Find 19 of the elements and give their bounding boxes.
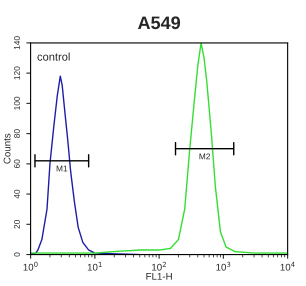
y-tick-label: 120 xyxy=(14,66,20,80)
y-tick-label: 0 xyxy=(14,252,20,257)
y-tick-label: 20 xyxy=(14,220,20,229)
y-tick-label: 140 xyxy=(14,36,20,50)
x-tick-label: 10$^{0}$ xyxy=(24,262,38,271)
x-tick-label: 10$^{2}$ xyxy=(152,262,166,271)
x-tick-label: 10$^{3}$ xyxy=(216,262,230,271)
y-axis-title: Counts xyxy=(4,134,10,164)
x-tick-label: 10$^{1}$ xyxy=(88,262,102,271)
x-axis-title: FL1-H xyxy=(146,272,172,280)
chart-title: A549 xyxy=(138,16,180,30)
y-tick-label: 60 xyxy=(14,160,20,168)
x-tick-label: 10$^{4}$ xyxy=(280,262,295,271)
series-label: M2 xyxy=(200,153,210,160)
annotation: control xyxy=(38,52,70,61)
series-label: M1 xyxy=(56,166,68,172)
y-tick-label: 40 xyxy=(14,190,20,199)
y-tick-label: 80 xyxy=(14,129,20,138)
y-tick-label: 100 xyxy=(14,96,20,110)
